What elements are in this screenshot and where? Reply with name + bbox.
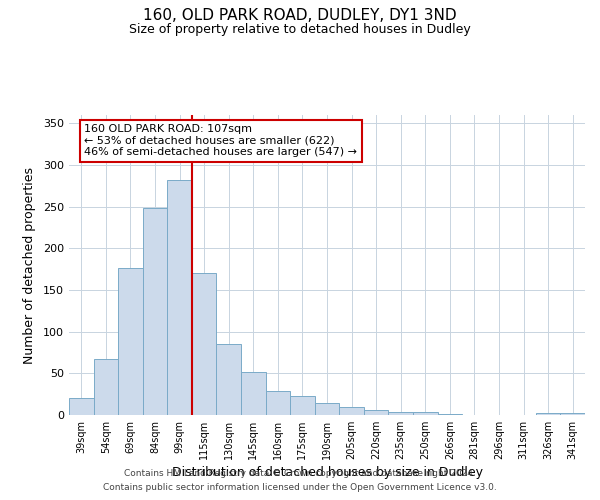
Bar (94, 359, 118, 415)
Bar (339, 406, 364, 415)
Bar (388, 412, 413, 415)
Bar (266, 391, 290, 415)
Bar (437, 414, 462, 415)
Bar (315, 402, 339, 415)
Bar (290, 396, 315, 415)
Text: Contains public sector information licensed under the Open Government Licence v3: Contains public sector information licen… (103, 484, 497, 492)
Bar (192, 272, 217, 415)
Bar (143, 208, 167, 415)
Y-axis label: Number of detached properties: Number of detached properties (23, 166, 36, 364)
Text: 160 OLD PARK ROAD: 107sqm
← 53% of detached houses are smaller (622)
46% of semi: 160 OLD PARK ROAD: 107sqm ← 53% of detac… (85, 124, 358, 157)
Bar (413, 412, 437, 415)
Bar (364, 410, 388, 415)
Bar (167, 180, 192, 415)
Bar (560, 412, 585, 415)
Bar (69, 398, 94, 415)
Text: Size of property relative to detached houses in Dudley: Size of property relative to detached ho… (129, 22, 471, 36)
X-axis label: Distribution of detached houses by size in Dudley: Distribution of detached houses by size … (172, 466, 482, 479)
Bar (241, 372, 266, 415)
Bar (536, 412, 560, 415)
Bar (217, 344, 241, 415)
Bar (118, 268, 143, 415)
Text: 160, OLD PARK ROAD, DUDLEY, DY1 3ND: 160, OLD PARK ROAD, DUDLEY, DY1 3ND (143, 8, 457, 22)
Text: Contains HM Land Registry data © Crown copyright and database right 2024.: Contains HM Land Registry data © Crown c… (124, 468, 476, 477)
